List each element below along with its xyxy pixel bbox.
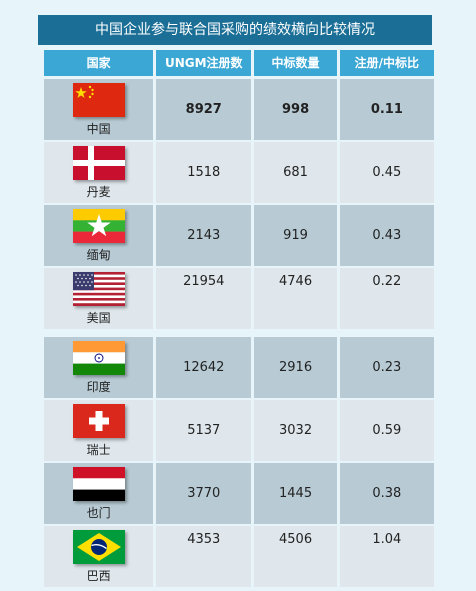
registered-count: 12642: [156, 337, 252, 398]
won-count: 1445: [254, 463, 337, 524]
country-name: 丹麦: [86, 184, 111, 199]
ratio-value: 0.45: [339, 142, 434, 203]
yemen-flag-icon: [72, 466, 125, 501]
country-name: 缅甸: [86, 247, 111, 262]
table-row-brazil: 巴西 4353 4506 1.04: [44, 526, 434, 587]
country-cell: 也门: [44, 463, 154, 524]
country-name: 巴西: [86, 568, 111, 583]
registered-count: 4353: [156, 526, 252, 587]
table-row-myanmar: 缅甸 2143 919 0.43: [44, 205, 434, 266]
country-name: 也门: [86, 505, 111, 520]
country-cell: 印度: [44, 337, 154, 398]
usa-flag-icon: [72, 271, 125, 306]
ratio-value: 0.23: [339, 337, 434, 398]
table-row-yemen: 也门 3770 1445 0.38: [44, 463, 434, 524]
registered-count: 3770: [156, 463, 252, 524]
ratio-value: 0.22: [339, 268, 434, 329]
table-row-usa: 美国 21954 4746 0.22: [44, 268, 434, 329]
won-count: 2916: [254, 337, 337, 398]
table-row-china: 中国 8927 998 0.11: [44, 79, 434, 140]
won-count: 681: [254, 142, 337, 203]
country-cell: 巴西: [44, 526, 154, 587]
table-row-india: 印度 12642 2916 0.23: [44, 337, 434, 398]
registered-count: 1518: [156, 142, 252, 203]
table-body: 中国 8927 998 0.11 丹麦 1518 681 0.45: [44, 79, 434, 589]
table-title: 中国企业参与联合国采购的绩效横向比较情况: [38, 15, 432, 45]
country-cell: 丹麦: [44, 142, 154, 203]
country-cell: 中国: [44, 79, 154, 140]
header-ratio: 注册/中标比: [339, 50, 434, 76]
brazil-flag-icon: [72, 529, 125, 564]
country-cell: 缅甸: [44, 205, 154, 266]
country-name: 瑞士: [86, 442, 111, 457]
country-cell: 瑞士: [44, 400, 154, 461]
ratio-value: 0.43: [339, 205, 434, 266]
country-name: 美国: [86, 310, 111, 325]
header-country: 国家: [44, 50, 154, 76]
won-count: 919: [254, 205, 337, 266]
won-count: 3032: [254, 400, 337, 461]
ratio-value: 0.11: [339, 79, 434, 140]
country-name: 中国: [86, 121, 111, 136]
country-cell: 美国: [44, 268, 154, 329]
registered-count: 2143: [156, 205, 252, 266]
table-row-denmark: 丹麦 1518 681 0.45: [44, 142, 434, 203]
table-header: 国家 UNGM注册数 中标数量 注册/中标比: [44, 50, 434, 76]
myanmar-flag-icon: [72, 208, 125, 243]
china-flag-icon: [72, 82, 125, 117]
header-registered: UNGM注册数: [156, 50, 252, 76]
country-name: 印度: [86, 379, 111, 394]
table-row-switzerland: 瑞士 5137 3032 0.59: [44, 400, 434, 461]
registered-count: 21954: [156, 268, 252, 329]
registered-count: 5137: [156, 400, 252, 461]
india-flag-icon: [72, 340, 125, 375]
header-won: 中标数量: [254, 50, 337, 76]
ratio-value: 0.38: [339, 463, 434, 524]
ratio-value: 0.59: [339, 400, 434, 461]
switzerland-flag-icon: [72, 403, 125, 438]
won-count: 998: [254, 79, 337, 140]
registered-count: 8927: [156, 79, 252, 140]
denmark-flag-icon: [72, 145, 125, 180]
won-count: 4506: [254, 526, 337, 587]
won-count: 4746: [254, 268, 337, 329]
ratio-value: 1.04: [339, 526, 434, 587]
